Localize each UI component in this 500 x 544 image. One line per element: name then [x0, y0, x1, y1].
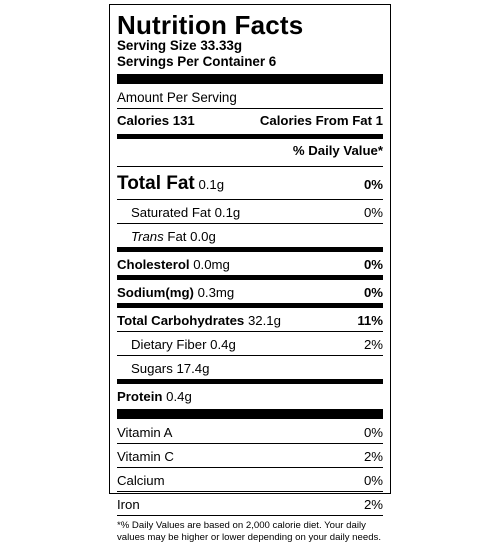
serving-size: Serving Size 33.33g — [117, 38, 243, 53]
divider — [117, 166, 383, 167]
daily-value-header: % Daily Value* — [292, 143, 383, 158]
divider — [117, 491, 383, 492]
nutrient-row-cholesterol: Cholesterol 0.0mg 0% — [117, 252, 383, 275]
nutrient-row-protein: Protein 0.4g — [117, 384, 383, 407]
nutrient-label: Sugars — [131, 361, 173, 376]
nutrient-amount: 0.0mg — [193, 257, 230, 272]
divider — [117, 515, 383, 516]
divider — [117, 331, 383, 332]
nutrient-dv: 0% — [363, 205, 383, 220]
vitamin-row-calcium: Calcium 0% — [117, 468, 383, 491]
nutrient-label: Dietary Fiber — [131, 337, 207, 352]
nutrient-dv: 2% — [363, 337, 383, 352]
nutrient-amount: 0.4g — [210, 337, 236, 352]
nutrient-label: Sodium(mg) — [117, 285, 194, 300]
vitamin-label: Iron — [117, 497, 140, 512]
nutrient-label: Total Fat — [117, 173, 195, 194]
medium-divider — [117, 303, 383, 308]
nutrient-row-dietary-fiber: Dietary Fiber 0.4g 2% — [117, 332, 383, 355]
calories-row: Calories 131 Calories From Fat 1 — [117, 109, 383, 134]
divider — [117, 467, 383, 468]
thick-divider — [117, 74, 383, 84]
divider — [117, 108, 383, 109]
vitamin-row-a: Vitamin A 0% — [117, 419, 383, 443]
nutrient-row-sugars: Sugars 17.4g — [117, 356, 383, 379]
medium-divider — [117, 379, 383, 384]
vitamin-label: Vitamin A — [117, 425, 173, 440]
divider — [117, 355, 383, 356]
nutrient-amount: 17.4g — [176, 361, 210, 376]
divider — [117, 223, 383, 224]
vitamin-row-c: Vitamin C 2% — [117, 444, 383, 467]
divider — [117, 443, 383, 444]
nutrient-dv: 0% — [363, 257, 383, 272]
nutrient-amount: 0.4g — [166, 389, 192, 404]
vitamin-row-iron: Iron 2% — [117, 492, 383, 515]
vitamin-dv: 0% — [363, 425, 383, 440]
thick-divider — [117, 409, 383, 419]
nutrient-label: Fat — [167, 229, 187, 244]
servings-per-container: Servings Per Container 6 — [117, 54, 277, 69]
nutrient-dv: 0% — [363, 285, 383, 300]
nutrient-row-total-carbohydrates: Total Carbohydrates 32.1g 11% — [117, 308, 383, 331]
medium-divider — [117, 134, 383, 139]
medium-divider — [117, 275, 383, 280]
vitamin-dv: 0% — [363, 473, 383, 488]
nutrient-row-sodium: Sodium(mg) 0.3mg 0% — [117, 280, 383, 303]
calories-value: Calories 131 — [117, 113, 195, 128]
calories-from-fat: Calories From Fat 1 — [259, 113, 383, 128]
medium-divider — [117, 247, 383, 252]
nutrient-dv: 11% — [357, 313, 383, 328]
nutrient-amount: 0.1g — [198, 177, 225, 192]
nutrient-label: Saturated Fat — [131, 205, 211, 220]
panel-title: Nutrition Facts — [117, 10, 304, 40]
nutrient-amount: 0.3mg — [197, 285, 235, 300]
nutrient-amount: 0.1g — [214, 205, 241, 220]
vitamin-dv: 2% — [363, 497, 383, 512]
nutrient-dv: 0% — [363, 177, 383, 192]
vitamin-dv: 2% — [363, 449, 383, 464]
nutrition-facts-panel: Nutrition Facts Serving Size 33.33g Serv… — [109, 4, 391, 543]
nutrient-label: Protein — [117, 389, 163, 404]
divider — [117, 199, 383, 200]
nutrient-row-saturated-fat: Saturated Fat 0.1g 0% — [117, 200, 383, 223]
daily-value-header-row: % Daily Value* — [117, 139, 383, 166]
nutrient-amount: 0.0g — [190, 229, 216, 244]
amount-per-serving: Amount Per Serving — [117, 90, 237, 105]
nutrient-label: Cholesterol — [117, 257, 190, 272]
vitamin-label: Calcium — [117, 473, 165, 488]
nutrient-row-total-fat: Total Fat 0.1g 0% — [117, 167, 383, 199]
nutrient-label-italic: Trans — [131, 229, 164, 244]
nutrient-row-trans-fat: Trans Fat 0.0g — [117, 224, 383, 247]
nutrient-label: Total Carbohydrates — [117, 313, 245, 328]
footnote: *% Daily Values are based on 2,000 calor… — [117, 520, 381, 543]
nutrient-amount: 32.1g — [247, 313, 281, 328]
vitamin-label: Vitamin C — [117, 449, 174, 464]
